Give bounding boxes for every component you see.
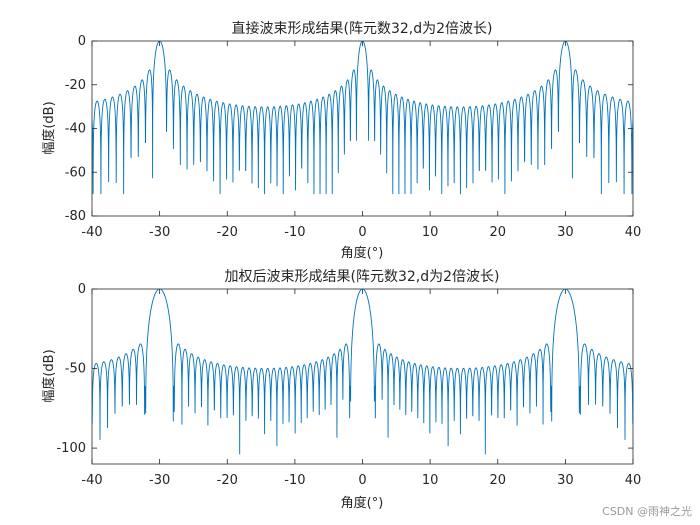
x-tick-label: 0 (358, 473, 366, 488)
chart-top-y-ticks: 0 -20 -40 -60 -80 (65, 34, 633, 224)
y-tick-label: -20 (65, 78, 86, 93)
chart-bottom-plot (91, 288, 634, 465)
y-tick-label: -60 (65, 165, 86, 180)
x-tick-label: 40 (625, 225, 642, 240)
chart-bottom-y-label: 幅度(dB) (41, 349, 57, 402)
x-tick-label: -30 (149, 225, 170, 240)
chart-bottom-x-label: 角度(°) (341, 495, 384, 511)
y-tick-label: -80 (65, 209, 86, 224)
y-tick-label: 0 (78, 34, 86, 49)
x-tick-label: 40 (625, 473, 642, 488)
chart-bottom-title: 加权后波束形成结果(阵元数32,d为2倍波长) (225, 269, 500, 285)
y-tick-label: -100 (56, 441, 86, 456)
x-tick-label: -40 (81, 225, 102, 240)
x-tick-label: -20 (217, 225, 238, 240)
y-tick-label: -40 (65, 122, 86, 137)
x-tick-label: 30 (557, 225, 574, 240)
x-tick-label: -10 (284, 225, 305, 240)
x-tick-label: -40 (81, 473, 102, 488)
x-tick-label: 30 (557, 473, 574, 488)
chart-top-title: 直接波束形成结果(阵元数32,d为2倍波长) (232, 20, 493, 37)
chart-top-y-label: 幅度(dB) (41, 101, 57, 154)
x-tick-label: -10 (284, 473, 305, 488)
chart-top-x-label: 角度(°) (341, 245, 384, 261)
chart-bottom: 加权后波束形成结果(阵元数32,d为2倍波长) -40 -30 -20 -10 0 10 2… (41, 269, 641, 511)
x-tick-label: 10 (422, 225, 439, 240)
y-tick-label: -50 (65, 362, 86, 377)
x-tick-label: -20 (217, 473, 238, 488)
chart-bottom-x-ticks: -40 -30 -20 -10 0 10 20 30 40 (81, 289, 641, 488)
chart-top-plot (91, 40, 634, 217)
y-tick-label: 0 (78, 282, 86, 297)
x-tick-label: 0 (358, 225, 366, 240)
x-tick-label: -30 (149, 473, 170, 488)
chart-top: 直接波束形成结果(阵元数32,d为2倍波长) -40 -30 -20 -10 0 10 20… (41, 20, 641, 261)
x-tick-label: 20 (489, 473, 506, 488)
x-tick-label: 10 (422, 473, 439, 488)
chart-bottom-y-ticks: 0 -50 -100 (56, 282, 633, 456)
chart-top-axes-box (91, 40, 634, 217)
watermark: CSDN @雨神之光 (602, 505, 692, 518)
chart-top-x-ticks: -40 -30 -20 -10 0 10 20 30 40 (81, 41, 641, 240)
x-tick-label: 20 (489, 225, 506, 240)
